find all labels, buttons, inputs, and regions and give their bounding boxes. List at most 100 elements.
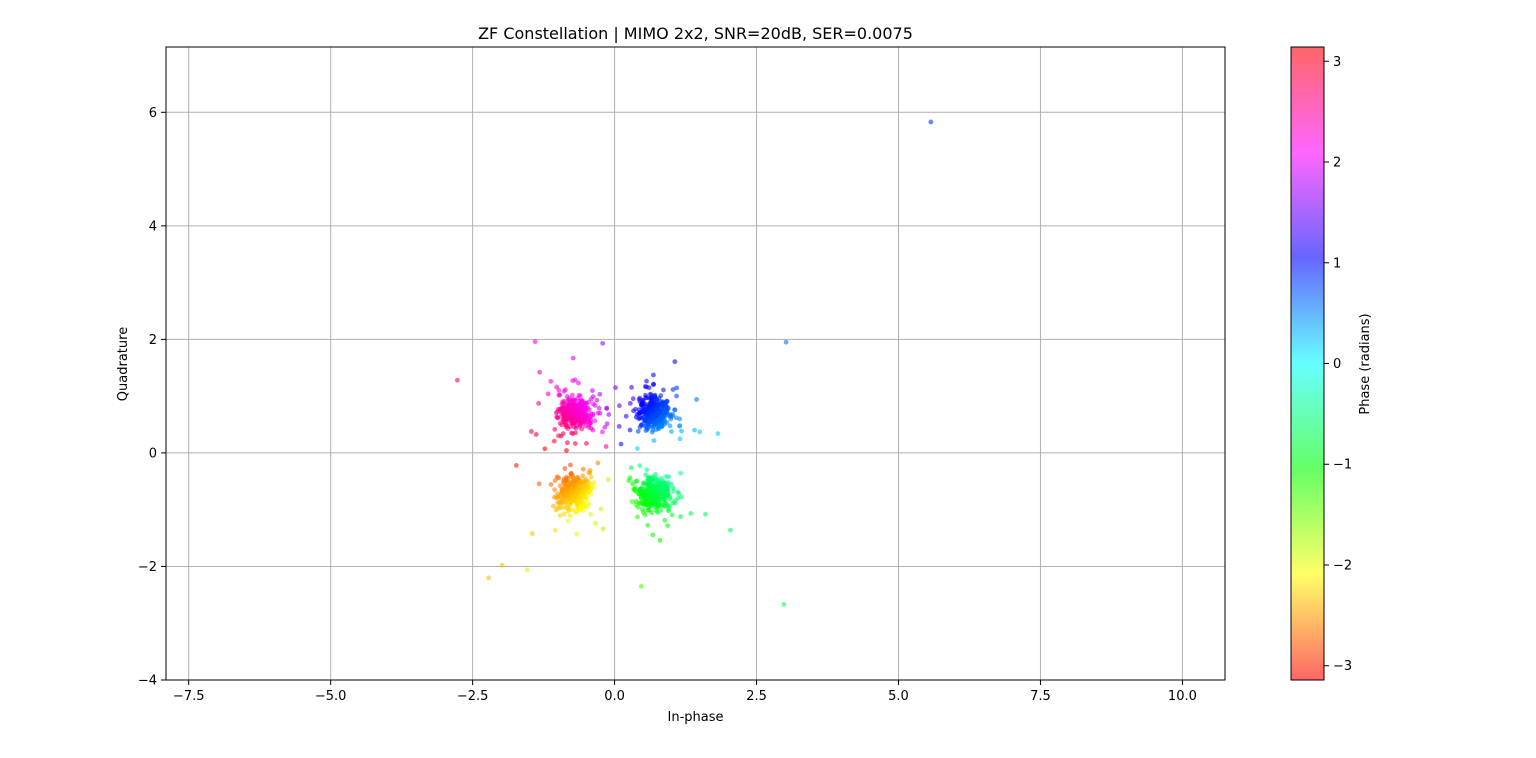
data-point xyxy=(556,392,562,398)
data-point xyxy=(565,398,571,404)
data-point xyxy=(596,405,602,411)
data-point xyxy=(679,494,684,500)
data-point xyxy=(633,479,639,484)
data-point xyxy=(639,506,645,512)
data-point xyxy=(703,511,708,517)
colorbar xyxy=(1291,47,1324,680)
data-point xyxy=(555,409,561,415)
data-point xyxy=(645,481,651,487)
data-point xyxy=(616,424,622,429)
data-point xyxy=(613,385,618,390)
data-point xyxy=(655,499,661,505)
data-point xyxy=(644,425,650,431)
x-tick-label: 7.5 xyxy=(1030,689,1051,704)
data-point xyxy=(672,407,678,413)
data-point xyxy=(529,429,534,434)
data-point xyxy=(642,512,648,518)
data-point xyxy=(605,477,611,482)
data-point xyxy=(590,412,596,418)
data-point xyxy=(554,474,560,480)
data-point xyxy=(647,491,653,497)
data-point xyxy=(486,575,491,581)
data-point xyxy=(561,511,567,517)
data-point xyxy=(556,433,561,439)
data-point xyxy=(670,387,676,392)
data-point xyxy=(674,393,679,399)
data-point xyxy=(644,406,650,412)
data-point xyxy=(552,487,557,493)
data-point xyxy=(663,491,668,497)
data-point xyxy=(574,531,580,537)
data-point xyxy=(637,395,643,401)
data-point xyxy=(597,410,603,416)
data-point xyxy=(578,480,583,485)
data-point xyxy=(630,396,636,402)
data-point xyxy=(644,378,649,384)
data-point xyxy=(662,517,668,523)
data-point xyxy=(594,397,600,403)
data-point xyxy=(572,441,578,446)
data-point xyxy=(650,372,656,378)
data-point xyxy=(588,474,594,480)
data-point xyxy=(576,380,581,386)
data-point xyxy=(590,401,596,407)
data-point xyxy=(569,397,575,403)
data-point xyxy=(646,507,652,513)
data-point xyxy=(637,463,643,468)
data-point xyxy=(644,467,650,473)
data-point xyxy=(600,429,605,435)
data-point xyxy=(564,405,570,411)
data-point xyxy=(569,430,574,436)
data-point xyxy=(662,421,667,427)
data-point xyxy=(555,505,560,511)
data-point xyxy=(576,406,582,412)
colorbar-tick-label: 1 xyxy=(1333,256,1341,271)
data-point xyxy=(588,482,594,488)
data-point xyxy=(548,378,554,384)
data-point xyxy=(536,401,541,406)
data-point xyxy=(580,507,586,513)
data-point xyxy=(603,444,609,449)
data-point xyxy=(648,406,654,412)
data-point xyxy=(656,494,662,500)
data-point xyxy=(672,500,678,506)
data-point xyxy=(580,473,586,479)
y-tick-label: 2 xyxy=(149,333,157,348)
data-point xyxy=(557,513,563,518)
data-point xyxy=(565,415,571,421)
data-point xyxy=(600,340,606,346)
colorbar-tick-label: −2 xyxy=(1333,558,1352,573)
data-point xyxy=(663,406,668,411)
data-point xyxy=(629,385,634,390)
data-point xyxy=(568,471,574,477)
data-point xyxy=(557,483,563,489)
data-point xyxy=(513,463,519,468)
data-point xyxy=(648,501,654,506)
data-point xyxy=(662,497,667,502)
data-point xyxy=(631,408,636,414)
data-point xyxy=(650,532,656,538)
data-point xyxy=(556,387,562,393)
data-point xyxy=(666,474,672,480)
colorbar-tick-label: −3 xyxy=(1333,659,1352,674)
data-point xyxy=(667,423,673,429)
data-point xyxy=(555,491,560,497)
data-point xyxy=(569,392,575,398)
data-point xyxy=(674,385,680,391)
data-point xyxy=(669,429,674,434)
data-point xyxy=(632,485,638,491)
data-point xyxy=(552,527,558,533)
data-point xyxy=(588,420,594,426)
data-point xyxy=(584,419,590,425)
data-point xyxy=(643,392,648,398)
data-point xyxy=(574,416,579,422)
grid xyxy=(166,47,1225,681)
data-point xyxy=(604,421,610,427)
data-point xyxy=(529,531,535,536)
data-point xyxy=(783,339,789,345)
data-point xyxy=(564,423,570,429)
data-point xyxy=(641,401,646,407)
data-point xyxy=(579,397,584,403)
data-point xyxy=(565,440,570,446)
data-point xyxy=(582,423,588,429)
